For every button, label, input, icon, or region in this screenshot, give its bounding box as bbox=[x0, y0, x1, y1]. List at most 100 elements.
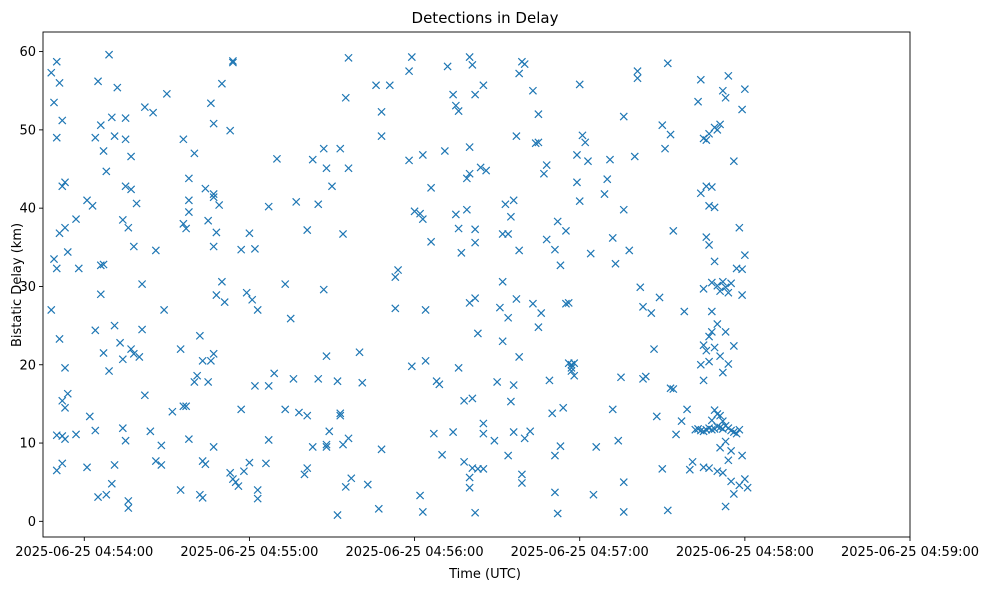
data-point bbox=[127, 185, 136, 194]
data-point bbox=[60, 363, 70, 372]
data-point bbox=[702, 136, 711, 145]
data-point bbox=[49, 255, 59, 264]
data-point bbox=[482, 166, 491, 175]
data-point bbox=[718, 417, 727, 426]
data-point bbox=[724, 288, 733, 297]
data-point bbox=[250, 381, 259, 390]
data-point bbox=[716, 287, 725, 296]
data-point bbox=[47, 305, 56, 314]
data-point bbox=[608, 233, 617, 242]
data-point bbox=[592, 442, 601, 451]
data-point bbox=[58, 182, 67, 191]
data-point bbox=[705, 240, 714, 249]
data-point bbox=[228, 56, 237, 65]
data-point bbox=[151, 457, 160, 466]
data-point bbox=[127, 152, 136, 161]
data-point bbox=[581, 138, 590, 147]
data-point bbox=[416, 209, 425, 218]
data-point bbox=[102, 167, 111, 176]
data-point bbox=[561, 226, 570, 235]
data-point bbox=[418, 507, 427, 516]
data-point bbox=[666, 384, 675, 393]
data-point bbox=[699, 376, 708, 385]
data-point bbox=[110, 321, 119, 330]
data-point bbox=[105, 50, 114, 59]
data-point bbox=[727, 279, 736, 288]
data-point bbox=[611, 259, 620, 268]
data-point bbox=[99, 348, 108, 358]
data-point bbox=[550, 245, 559, 254]
data-point bbox=[319, 144, 328, 153]
y-tick-label: 0 bbox=[28, 515, 36, 530]
data-point bbox=[338, 229, 348, 239]
x-axis-ticks: 2025-06-25 04:54:00 2025-06-25 04:55:00 20… bbox=[15, 537, 979, 560]
data-point bbox=[220, 298, 229, 307]
data-point bbox=[157, 441, 166, 450]
data-point bbox=[721, 283, 730, 292]
data-point bbox=[705, 201, 714, 210]
data-point bbox=[729, 341, 738, 350]
data-point bbox=[209, 349, 218, 358]
data-point bbox=[713, 467, 722, 476]
data-point bbox=[105, 366, 114, 376]
data-point bbox=[319, 285, 328, 294]
data-point bbox=[91, 426, 100, 435]
data-point bbox=[696, 360, 705, 369]
data-point bbox=[672, 430, 681, 439]
data-point bbox=[586, 249, 595, 258]
data-point bbox=[465, 473, 474, 482]
data-point bbox=[512, 132, 521, 141]
y-tick-label: 40 bbox=[19, 202, 36, 217]
data-point bbox=[740, 251, 749, 260]
data-point bbox=[694, 97, 703, 106]
data-point bbox=[738, 105, 747, 114]
data-point bbox=[531, 139, 540, 148]
data-point bbox=[495, 303, 504, 312]
data-point bbox=[517, 478, 526, 488]
data-point bbox=[176, 345, 185, 354]
data-point bbox=[457, 248, 466, 257]
data-point bbox=[418, 150, 427, 159]
data-point bbox=[710, 203, 719, 212]
data-point bbox=[193, 371, 202, 380]
data-point bbox=[647, 309, 656, 318]
data-point bbox=[589, 490, 598, 499]
data-point bbox=[405, 156, 414, 165]
data-point bbox=[253, 485, 262, 495]
data-point bbox=[190, 149, 199, 158]
data-point bbox=[479, 419, 488, 428]
data-point bbox=[633, 74, 642, 83]
data-point bbox=[526, 427, 535, 436]
data-point bbox=[72, 430, 81, 439]
data-points bbox=[47, 50, 752, 520]
data-point bbox=[245, 229, 254, 238]
data-point bbox=[124, 496, 133, 506]
data-point bbox=[300, 470, 309, 479]
data-point bbox=[688, 457, 697, 466]
data-point bbox=[517, 470, 526, 479]
data-point bbox=[58, 459, 67, 468]
data-point bbox=[702, 233, 711, 242]
data-point bbox=[707, 278, 716, 287]
y-tick-label: 10 bbox=[19, 437, 36, 452]
data-point bbox=[509, 381, 518, 390]
data-point bbox=[206, 99, 215, 108]
data-point bbox=[663, 59, 672, 68]
data-point bbox=[60, 403, 70, 412]
data-point bbox=[498, 337, 507, 346]
data-point bbox=[344, 53, 353, 62]
data-point bbox=[435, 380, 444, 389]
data-point bbox=[721, 327, 730, 336]
data-point bbox=[209, 242, 218, 251]
data-point bbox=[427, 237, 436, 246]
data-point bbox=[729, 157, 738, 166]
data-point bbox=[454, 363, 463, 372]
data-point bbox=[605, 155, 615, 164]
data-point bbox=[250, 244, 259, 253]
data-point bbox=[358, 378, 367, 387]
data-point bbox=[705, 464, 714, 473]
data-point bbox=[658, 464, 667, 473]
data-point bbox=[652, 412, 661, 421]
data-point bbox=[561, 299, 570, 308]
